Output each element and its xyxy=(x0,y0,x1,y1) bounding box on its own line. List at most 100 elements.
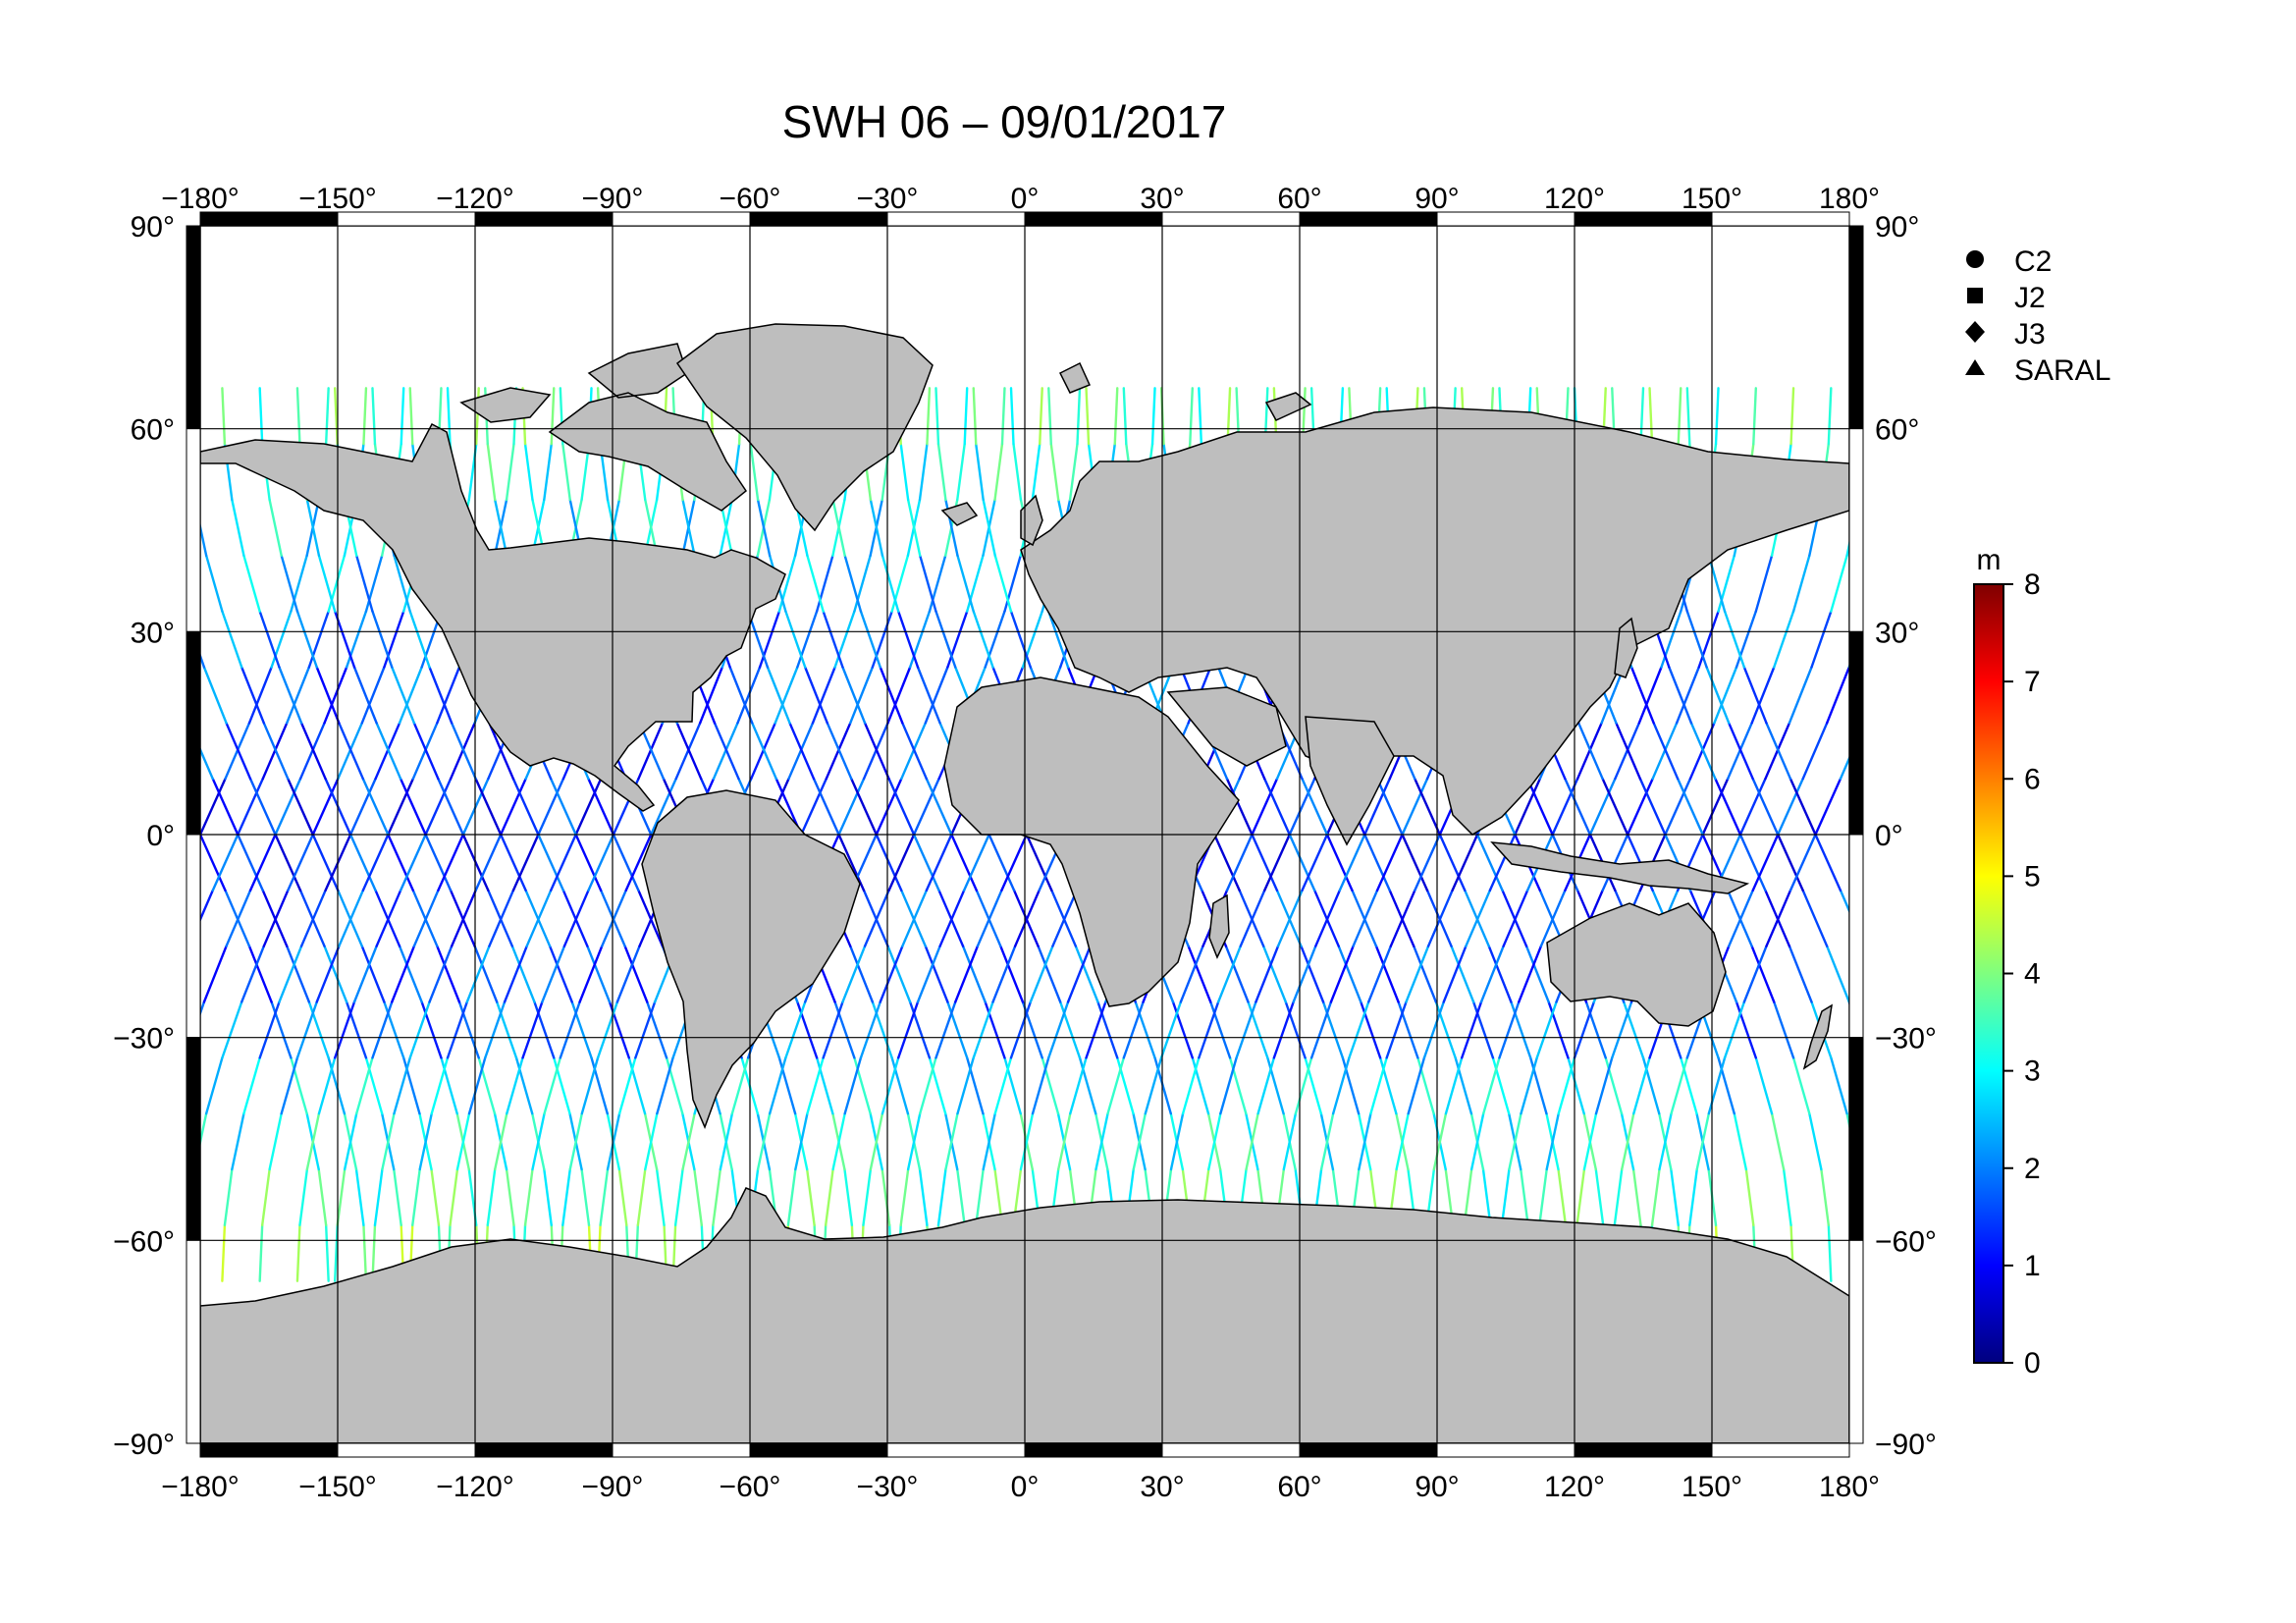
track-segment xyxy=(1405,945,1430,1003)
lon-tick-label-top: −120° xyxy=(436,183,514,215)
track-segment xyxy=(129,668,151,724)
legend-label-saral: SARAL xyxy=(2014,354,2110,387)
track-segment xyxy=(110,388,113,444)
track-segment xyxy=(200,777,227,837)
track-segment xyxy=(393,1167,402,1227)
track-segment xyxy=(373,1167,384,1227)
track-segment xyxy=(954,945,980,1003)
track-segment xyxy=(756,498,772,558)
track-segment xyxy=(730,1056,750,1115)
track-segment xyxy=(869,1111,884,1171)
track-segment xyxy=(287,833,314,893)
chart-title: SWH 06 – 09/01/2017 xyxy=(782,96,1227,147)
track-segment xyxy=(549,777,577,837)
track-segment xyxy=(580,1056,600,1115)
track-segment xyxy=(841,945,867,1003)
lon-tick-label-bottom: −150° xyxy=(298,1471,377,1503)
track-segment xyxy=(1885,1113,1896,1169)
track-segment xyxy=(93,1057,109,1113)
track-segment xyxy=(1839,889,1849,914)
track-segment xyxy=(1000,387,1006,446)
track-segment xyxy=(1465,889,1492,947)
track-segment xyxy=(837,833,866,893)
track-segment xyxy=(1922,1113,1934,1169)
track-segment xyxy=(221,610,243,669)
track-segment xyxy=(391,945,416,1003)
track-segment xyxy=(286,945,311,1003)
track-segment xyxy=(919,554,937,613)
track-segment xyxy=(784,1001,807,1059)
track-segment xyxy=(719,1111,734,1171)
track-segment xyxy=(596,1001,619,1059)
track-segment xyxy=(1502,889,1529,947)
lon-tick-label-bottom: −180° xyxy=(161,1471,240,1503)
track-segment xyxy=(1047,610,1070,669)
track-segment xyxy=(81,500,93,556)
track-segment xyxy=(408,1001,431,1059)
track-segment xyxy=(982,498,996,558)
track-segment xyxy=(1685,387,1691,446)
track-segment xyxy=(437,777,465,837)
track-segment xyxy=(794,1111,809,1171)
track-segment xyxy=(486,442,497,502)
track-segment xyxy=(1629,666,1655,725)
track-segment xyxy=(167,668,189,724)
track-segment xyxy=(317,554,337,613)
track-segment xyxy=(543,442,553,502)
track-segment xyxy=(129,947,151,1002)
track-segment xyxy=(355,1056,374,1115)
track-segment xyxy=(768,1056,787,1115)
track-segment xyxy=(1021,1001,1043,1059)
track-segment xyxy=(871,610,893,669)
track-segment xyxy=(1113,387,1119,446)
lon-tick-label-bottom: −90° xyxy=(582,1471,644,1503)
track-segment xyxy=(1039,387,1043,446)
track-segment xyxy=(1013,889,1041,947)
track-segment xyxy=(956,1056,975,1115)
track-segment xyxy=(600,889,627,947)
track-segment xyxy=(258,387,264,446)
track-segment xyxy=(1106,1056,1126,1115)
track-segment xyxy=(537,833,565,893)
track-segment xyxy=(1564,777,1592,837)
track-segment xyxy=(317,1167,328,1227)
track-segment xyxy=(149,1169,156,1225)
track-segment xyxy=(1216,945,1242,1003)
track-segment xyxy=(918,1167,929,1227)
track-segment xyxy=(906,1111,922,1171)
track-segment xyxy=(151,891,176,947)
track-segment xyxy=(906,498,922,558)
track-segment xyxy=(343,1111,358,1171)
lon-tick-label-top: −30° xyxy=(857,183,919,215)
track-segment xyxy=(837,777,866,837)
track-segment xyxy=(305,498,321,558)
lat-tick-label-left: 90° xyxy=(131,211,175,243)
track-segment xyxy=(393,554,411,613)
map-frame xyxy=(186,211,1864,1458)
track-segment xyxy=(976,889,1003,947)
track-segment xyxy=(1251,833,1279,893)
track-segment xyxy=(843,1056,863,1115)
track-segment xyxy=(323,666,348,725)
track-segment xyxy=(334,387,339,446)
track-segment xyxy=(521,1001,544,1059)
track-segment xyxy=(324,387,330,446)
track-segment xyxy=(812,777,840,837)
track-segment xyxy=(338,722,365,781)
track-segment xyxy=(899,1167,910,1227)
track-segment xyxy=(862,1167,873,1227)
frame-segment-top xyxy=(1711,211,1850,227)
track-segment xyxy=(149,444,156,500)
frame-segment-right xyxy=(1848,630,1864,836)
track-segment xyxy=(961,945,987,1003)
track-segment xyxy=(1471,1001,1495,1059)
track-segment xyxy=(473,945,499,1003)
lon-tick-label-top: −150° xyxy=(298,183,377,215)
track-segment xyxy=(428,945,454,1003)
track-segment xyxy=(345,610,368,669)
map-plot-area: −180° −150° −120° −90° −60° −30° 0° 30° 60° 90° 12… xyxy=(81,183,1937,1503)
track-segment xyxy=(875,833,903,893)
track-segment xyxy=(1487,945,1513,1003)
track-segment xyxy=(946,610,969,669)
track-segment xyxy=(274,833,302,893)
